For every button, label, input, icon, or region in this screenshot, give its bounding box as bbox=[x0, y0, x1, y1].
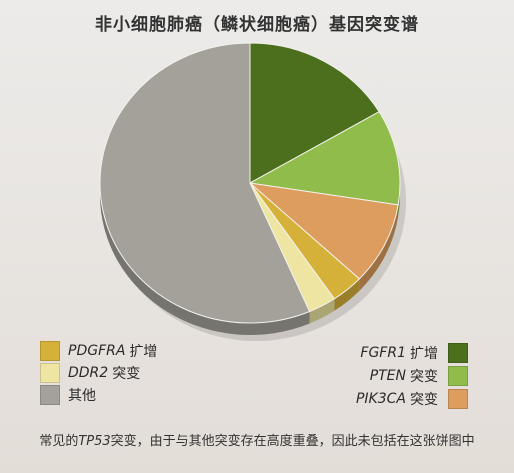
legend-item-pik3ca: PIK3CA 突变 bbox=[356, 389, 468, 409]
legend-swatch bbox=[448, 366, 468, 386]
legend-item-other: 其他 bbox=[40, 385, 96, 405]
legend-gene: PDGFRA bbox=[68, 343, 126, 359]
legend-item-ddr2: DDR2 突变 bbox=[40, 363, 140, 383]
footnote-gene: TP53 bbox=[78, 434, 111, 449]
pie-slice-pik3ca bbox=[248, 182, 399, 280]
legend-swatch bbox=[40, 363, 60, 383]
legend-item-pten: PTEN 突变 bbox=[370, 366, 468, 386]
footnote-prefix: 常见的 bbox=[39, 434, 79, 449]
footnote-suffix: 突变，由于与其他突变存在高度重叠，因此未包括在这张饼图中 bbox=[110, 434, 475, 449]
pie-side-ddr2 bbox=[309, 298, 335, 324]
legend-suffix: 突变 bbox=[410, 392, 438, 408]
pie-side-other bbox=[100, 183, 310, 335]
pie-slice-other bbox=[99, 42, 311, 324]
legend-swatch bbox=[40, 385, 60, 405]
legend-swatch bbox=[448, 343, 468, 363]
legend-gene: PTEN bbox=[369, 368, 406, 384]
legend-suffix: 扩增 bbox=[410, 346, 438, 362]
legend-swatch bbox=[448, 389, 468, 409]
chart-title: 非小细胞肺癌（鳞状细胞癌）基因突变谱 bbox=[95, 15, 419, 35]
pie-slice-pten bbox=[248, 111, 401, 206]
legend-item-fgfr1: FGFR1 扩增 bbox=[360, 343, 468, 363]
pie-side-pik3ca bbox=[359, 204, 399, 291]
legend-suffix: 其他 bbox=[68, 388, 96, 404]
legend-gene: FGFR1 bbox=[360, 345, 406, 361]
legend-suffix: 突变 bbox=[410, 369, 438, 385]
footnote: 常见的TP53突变，由于与其他突变存在高度重叠，因此未包括在这张饼图中 bbox=[0, 430, 514, 449]
legend-suffix: 突变 bbox=[112, 366, 141, 382]
pie-slice-fgfr1 bbox=[249, 42, 380, 184]
legend-gene: PIK3CA bbox=[355, 391, 406, 407]
legend-suffix: 扩增 bbox=[129, 344, 158, 360]
legend-swatch bbox=[40, 341, 60, 361]
legend-item-pdgfra: PDGFRA 扩增 bbox=[40, 341, 157, 361]
legend-gene: DDR2 bbox=[68, 365, 109, 381]
pie-side-pdgfra bbox=[334, 278, 360, 311]
